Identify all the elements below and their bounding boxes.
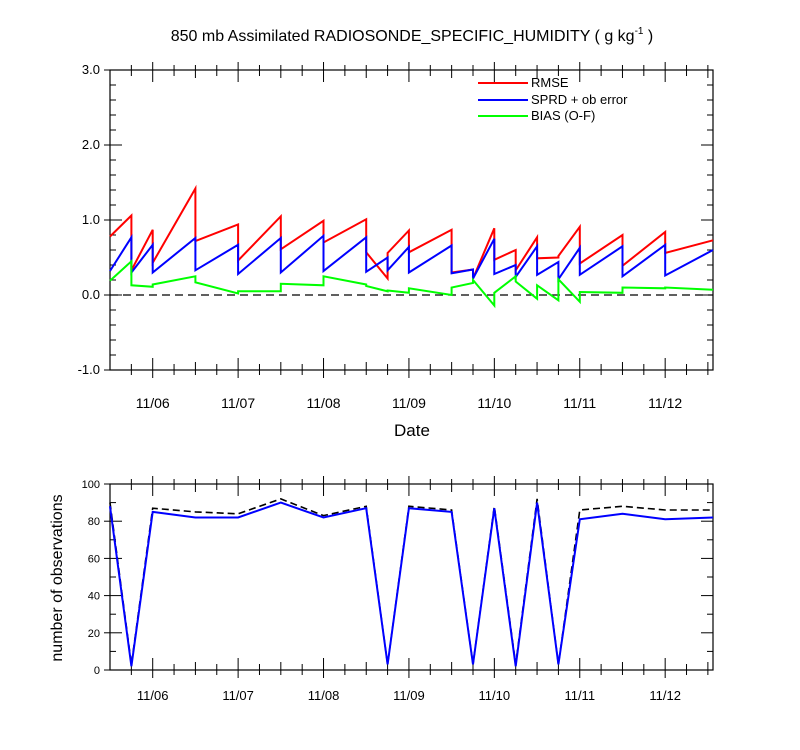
top-x-tick-label: 11/08 [307,395,341,411]
top-y-tick-label: 0.0 [82,287,100,302]
bottom-y-tick-label: 80 [88,516,100,528]
top-y-tick-label: 2.0 [82,137,100,152]
top-x-tick-label: 11/12 [648,395,682,411]
chart-title-suffix: ) [643,28,653,45]
bottom-x-tick-label: 11/10 [479,688,511,703]
top-x-axis-label: Date [394,421,430,440]
bottom-x-tick-label: 11/09 [393,688,425,703]
bottom-y-tick-label: 100 [82,479,100,491]
bottom-x-tick-label: 11/07 [222,688,254,703]
bottom-y-tick-label: 40 [88,591,100,603]
legend-label-sprd: SPRD + ob error [531,92,628,107]
bottom-y-tick-label: 60 [88,553,100,565]
bottom-y-axis-label: number of observations [49,494,66,661]
top-series-line-sprd-ob-error [109,233,714,283]
top-x-tick-label: 11/06 [136,395,170,411]
top-series-line-rmse [109,184,714,282]
bottom-plot: 100 80 60 40 20 0 11/06 11/07 11/08 11/09 11/10 11/… [82,476,714,703]
bottom-y-tick-label: 0 [94,665,100,677]
bottom-x-tick-label: 11/08 [308,688,340,703]
top-plot-frame [109,69,714,371]
bottom-series-line-total [109,498,713,665]
bottom-series-line-used [109,501,714,667]
top-series-line-bias-o-f [109,259,714,309]
bottom-x-tick-label: 11/11 [564,688,595,703]
top-y-tick-label: -1.0 [78,362,100,377]
bottom-x-tick-label: 11/12 [649,688,681,703]
bottom-y-tick-label: 20 [88,628,100,640]
chart-title: 850 mb Assimilated RADIOSONDE_SPECIFIC_H… [171,26,654,45]
top-x-tick-label: 11/07 [221,395,255,411]
top-x-tick-label: 11/10 [477,395,511,411]
top-x-tick-label: 11/09 [392,395,426,411]
legend-label-bias: BIAS (O-F) [531,108,595,123]
top-y-tick-label: 1.0 [82,212,100,227]
chart-title-main: 850 mb Assimilated RADIOSONDE_SPECIFIC_H… [171,28,635,45]
bottom-x-tick-label: 11/06 [137,688,169,703]
top-x-tick-label: 11/11 [563,395,596,411]
top-y-tick-label: 3.0 [82,62,100,77]
top-plot: 3.0 2.0 1.0 0.0 -1.0 11/06 11/07 11/08 11/09 11/1… [78,62,714,411]
legend-label-rmse: RMSE [531,75,569,90]
chart-title-exponent: -1 [635,26,644,37]
legend: RMSE SPRD + ob error BIAS (O-F) [478,75,628,123]
